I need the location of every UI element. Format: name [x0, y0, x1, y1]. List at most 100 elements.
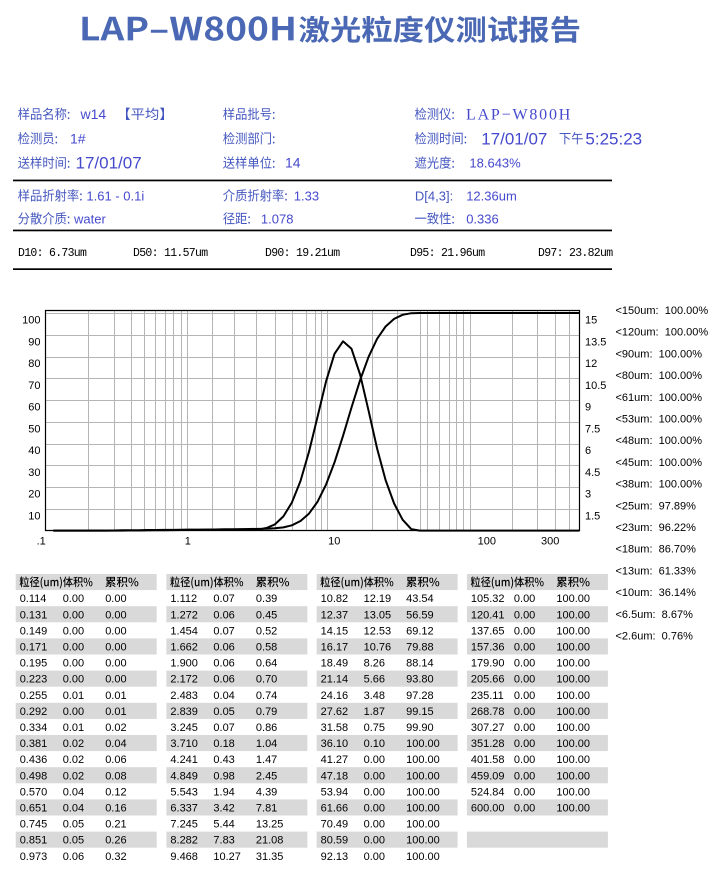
svg-text:18.49: 18.49 [321, 658, 349, 670]
svg-text:157.36: 157.36 [471, 642, 505, 654]
svg-text:5:25:23: 5:25:23 [585, 129, 642, 148]
svg-text:1.078: 1.078 [261, 211, 294, 226]
svg-text:<6.5um: 8.67%: <6.5um: 8.67% [616, 609, 694, 621]
svg-text:0.00: 0.00 [514, 738, 535, 750]
svg-text:D90: 19.21um: D90: 19.21um [265, 247, 340, 260]
svg-text:4.39: 4.39 [256, 786, 277, 798]
svg-text:100.00: 100.00 [556, 770, 590, 782]
svg-text:105.32: 105.32 [471, 593, 505, 605]
svg-text:27.62: 27.62 [321, 706, 349, 718]
svg-text:41.27: 41.27 [321, 754, 349, 766]
svg-text:100.00: 100.00 [556, 803, 590, 815]
svg-text:D95: 21.96um: D95: 21.96um [410, 247, 485, 260]
svg-text:0.06: 0.06 [63, 851, 84, 863]
svg-text:7.83: 7.83 [213, 835, 234, 847]
svg-text:1.900: 1.900 [170, 658, 198, 670]
svg-text:0.00: 0.00 [364, 803, 385, 815]
svg-text:0.45: 0.45 [256, 609, 277, 621]
svg-text:<48um: 100.00%: <48um: 100.00% [616, 435, 703, 447]
svg-text:0.00: 0.00 [514, 690, 535, 702]
svg-text:10.5: 10.5 [585, 380, 606, 392]
svg-text:12.37: 12.37 [321, 609, 349, 621]
svg-text:1.47: 1.47 [256, 754, 277, 766]
svg-text:0.10: 0.10 [364, 738, 385, 750]
svg-text:0.04: 0.04 [105, 738, 126, 750]
svg-text:10.76: 10.76 [364, 642, 392, 654]
svg-text:D50: 11.57um: D50: 11.57um [133, 247, 208, 260]
svg-text:53.94: 53.94 [321, 786, 349, 798]
svg-text:0.149: 0.149 [20, 625, 48, 637]
svg-text:<10um: 36.14%: <10um: 36.14% [616, 587, 697, 599]
svg-text:2.483: 2.483 [170, 690, 198, 702]
svg-text:18.643%: 18.643% [469, 156, 521, 171]
svg-text:<150um: 100.00%: <150um: 100.00% [616, 305, 709, 317]
svg-text:351.28: 351.28 [471, 738, 505, 750]
svg-text:0.06: 0.06 [213, 674, 234, 686]
svg-text:17/01/07: 17/01/07 [76, 154, 142, 173]
svg-text:<38um: 100.00%: <38um: 100.00% [616, 479, 703, 491]
svg-text:0.02: 0.02 [63, 754, 84, 766]
svg-text:93.80: 93.80 [406, 674, 434, 686]
svg-text:179.90: 179.90 [471, 658, 505, 670]
svg-text:7.81: 7.81 [256, 803, 277, 815]
svg-text:4.5: 4.5 [585, 467, 600, 479]
svg-text:31.35: 31.35 [256, 851, 284, 863]
svg-text:97.28: 97.28 [406, 690, 434, 702]
svg-text:0.00: 0.00 [514, 786, 535, 798]
svg-text:100.00: 100.00 [406, 835, 440, 847]
svg-text:60: 60 [28, 402, 40, 414]
svg-text:1.61 - 0.1i: 1.61 - 0.1i [86, 188, 144, 203]
svg-text:D10: 6.73um: D10: 6.73um [18, 247, 87, 260]
svg-text:0.00: 0.00 [63, 625, 84, 637]
svg-text:8.26: 8.26 [364, 658, 385, 670]
svg-text:13.05: 13.05 [364, 609, 392, 621]
svg-text:13.5: 13.5 [585, 336, 606, 348]
svg-text:15: 15 [585, 315, 597, 327]
svg-text:0.00: 0.00 [364, 786, 385, 798]
svg-text:0.21: 0.21 [105, 819, 126, 831]
svg-text:100.00: 100.00 [406, 851, 440, 863]
svg-text:D97: 23.82um: D97: 23.82um [538, 247, 613, 260]
svg-text:235.11: 235.11 [471, 690, 504, 702]
svg-text:10: 10 [28, 510, 40, 522]
svg-text:0.43: 0.43 [213, 754, 234, 766]
svg-text:0.39: 0.39 [256, 593, 277, 605]
svg-text:0.07: 0.07 [213, 593, 234, 605]
svg-text:0.00: 0.00 [514, 674, 535, 686]
svg-text:1.04: 1.04 [256, 738, 277, 750]
svg-text:<61um: 100.00%: <61um: 100.00% [616, 392, 703, 404]
svg-text:3.245: 3.245 [170, 722, 198, 734]
svg-text:307.27: 307.27 [471, 722, 505, 734]
svg-text:1.5: 1.5 [585, 510, 600, 522]
svg-text:0.00: 0.00 [63, 642, 84, 654]
svg-text:12.36um: 12.36um [466, 188, 517, 203]
svg-text:0.00: 0.00 [63, 609, 84, 621]
svg-text:1.662: 1.662 [170, 642, 198, 654]
svg-text:0.79: 0.79 [256, 706, 277, 718]
svg-text:0.05: 0.05 [63, 819, 84, 831]
svg-text:.1: .1 [37, 536, 46, 548]
svg-text:99.15: 99.15 [406, 706, 434, 718]
svg-text:0.00: 0.00 [364, 835, 385, 847]
svg-text:3.42: 3.42 [213, 803, 234, 815]
svg-text:0.00: 0.00 [63, 706, 84, 718]
svg-text:100.00: 100.00 [556, 642, 590, 654]
svg-text:100.00: 100.00 [406, 819, 440, 831]
svg-text:100.00: 100.00 [556, 593, 590, 605]
svg-text:268.78: 268.78 [471, 706, 505, 718]
svg-text:0.86: 0.86 [256, 722, 277, 734]
svg-text:0.00: 0.00 [105, 674, 126, 686]
svg-text:2.839: 2.839 [170, 706, 198, 718]
svg-text:0.00: 0.00 [364, 819, 385, 831]
svg-text:40: 40 [28, 445, 40, 457]
svg-text:12: 12 [585, 358, 597, 370]
svg-text:70: 70 [28, 380, 40, 392]
svg-text:4.241: 4.241 [170, 754, 198, 766]
svg-text:0.18: 0.18 [213, 738, 234, 750]
svg-text:0.745: 0.745 [20, 819, 48, 831]
svg-text:80.59: 80.59 [321, 835, 349, 847]
svg-text:<53um: 100.00%: <53um: 100.00% [616, 414, 703, 426]
svg-text:401.58: 401.58 [471, 754, 505, 766]
svg-text:0.00: 0.00 [105, 593, 126, 605]
svg-text:5.543: 5.543 [170, 786, 198, 798]
